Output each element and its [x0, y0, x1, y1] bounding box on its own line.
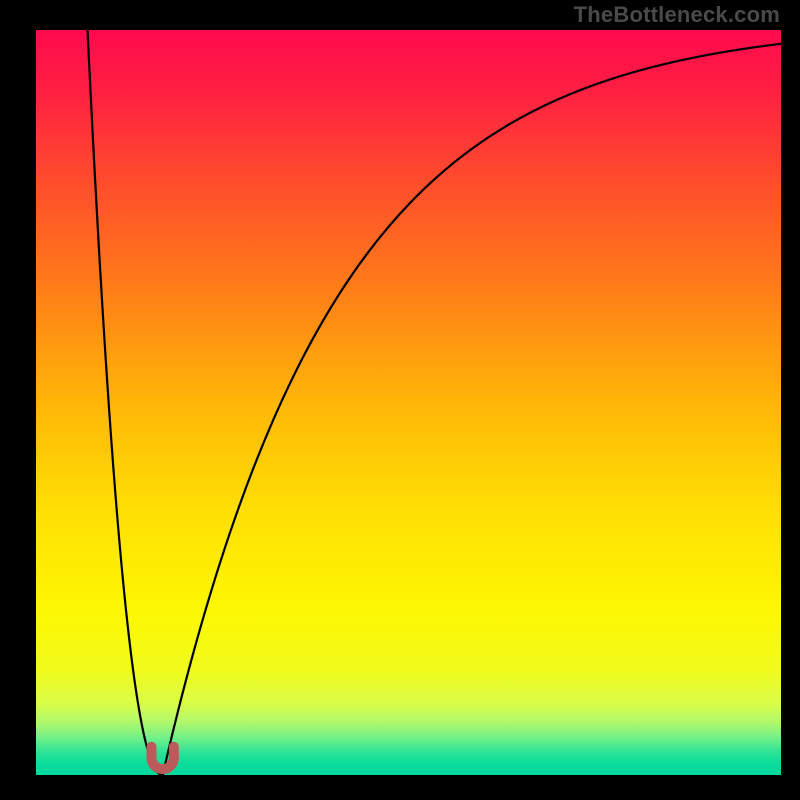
gradient-background — [36, 30, 781, 775]
chart-stage: TheBottleneck.com — [0, 0, 800, 800]
watermark-text: TheBottleneck.com — [574, 2, 780, 28]
chart-svg — [0, 0, 800, 800]
